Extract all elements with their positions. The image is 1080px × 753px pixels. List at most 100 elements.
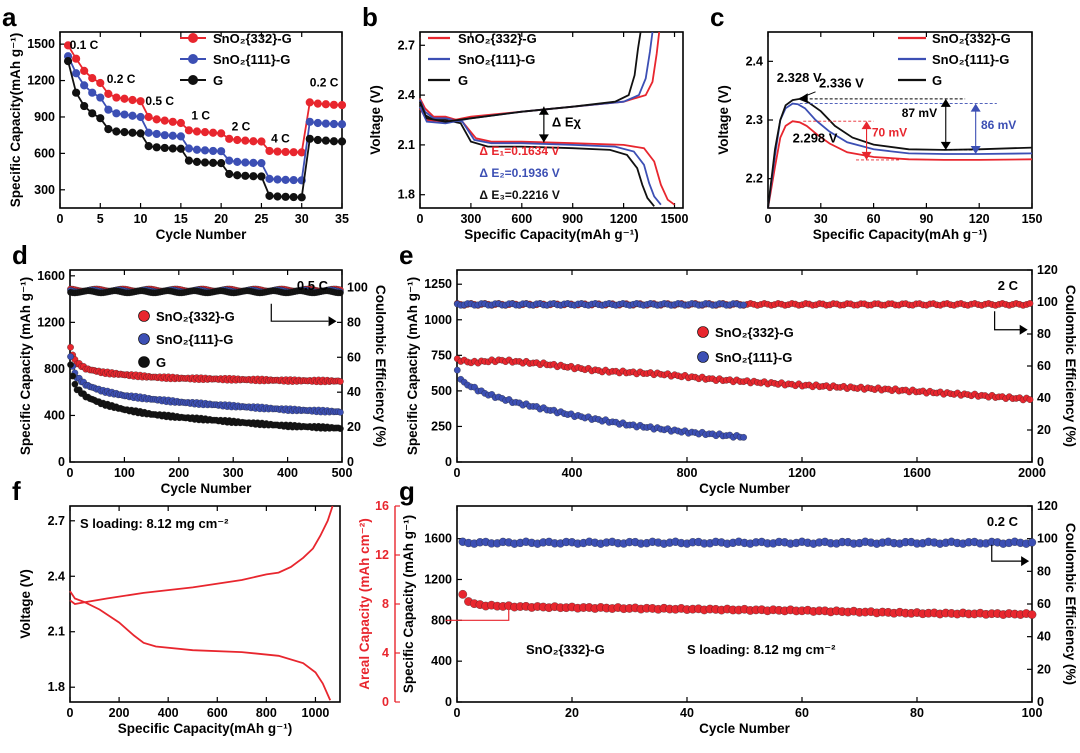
data-point-black: [88, 109, 97, 118]
x-tick-label: 0: [67, 466, 74, 480]
data-point-blue: [265, 174, 274, 183]
x-axis-title: Cycle Number: [156, 227, 248, 242]
arrow-head: [861, 121, 872, 130]
capacity-point-black: [337, 425, 344, 432]
y-tick-label: 400: [44, 408, 65, 422]
x-tick-label: 60: [867, 212, 881, 226]
data-point-black: [257, 172, 266, 181]
areal-tick-label: 16: [375, 499, 389, 513]
y-axis-title: Voltage (V): [18, 569, 33, 639]
x-tick-label: 1200: [788, 466, 816, 480]
delta-e-value: Δ E₃=0.2216 V: [479, 188, 560, 202]
areal-tick-label: 0: [382, 695, 389, 709]
y-tick-label: 1500: [27, 37, 55, 51]
plot-frame: [69, 505, 341, 703]
y2-tick-label: 100: [1037, 532, 1058, 546]
x-axis-title: Cycle Number: [699, 721, 791, 736]
x-tick-label: 90: [919, 212, 933, 226]
data-point-blue: [144, 128, 153, 137]
x-tick-label: 1600: [903, 466, 931, 480]
y2-tick-label: 40: [347, 385, 361, 399]
data-point-blue: [225, 156, 234, 165]
data-point-black: [208, 158, 218, 167]
x-tick-label: 500: [332, 466, 353, 480]
panel-letter: b: [362, 2, 378, 32]
legend-label: SnO₂{332}-G: [932, 31, 1011, 46]
data-point-blue: [217, 147, 226, 156]
data-point-blue: [200, 146, 210, 155]
data-point-blue: [313, 118, 322, 128]
areal-tick-label: 12: [375, 548, 389, 562]
efficiency-axis-arrow: [994, 311, 1022, 331]
legend-entry-marker: [697, 326, 709, 338]
data-point-blue: [208, 146, 218, 156]
y-tick-label: 0: [445, 455, 452, 469]
capacity-point-black: [71, 380, 79, 388]
panel-c: 0 30 60 90 120 150 2.2 2.3 2.4 Specific Capacity(…: [710, 2, 1042, 242]
x-tick-label: 200: [168, 466, 189, 480]
data-point-red: [128, 95, 137, 105]
legend-entry-marker: [188, 33, 198, 43]
data-point-black: [63, 57, 73, 66]
x-tick-label: 2000: [1018, 466, 1046, 480]
data-point-red: [305, 98, 314, 107]
rate-label: 1 C: [191, 108, 210, 122]
y-axis-title: Voltage (V): [368, 85, 383, 155]
mv86-label: 86 mV: [981, 118, 1016, 132]
x-tick-label: 80: [910, 706, 924, 720]
data-point-black: [233, 171, 242, 180]
x-tick-label: 300: [460, 212, 481, 226]
x-tick-label: 100: [114, 466, 135, 480]
rate-label: 2 C: [998, 278, 1019, 293]
data-point-red: [257, 137, 266, 146]
discharge-curve-red: [419, 97, 676, 206]
x-tick-label: 400: [277, 466, 298, 480]
x-tick-label: 20: [214, 212, 228, 226]
x-tick-label: 400: [158, 706, 179, 720]
y-tick-label: 1.8: [398, 188, 415, 202]
rate-label: 0.2 C: [310, 76, 339, 90]
data-point-black: [305, 134, 314, 143]
y2-tick-label: 60: [347, 350, 361, 364]
capacity-point-red: [67, 343, 74, 351]
x-axis-title: Specific Capacity(mAh g⁻¹): [464, 227, 638, 242]
legend-label: G: [458, 73, 468, 88]
x-tick-label: 600: [511, 212, 532, 226]
y2-tick-label: 20: [1037, 423, 1051, 437]
y-tick-label: 0: [58, 455, 65, 469]
legend-label: SnO₂{332}-G: [458, 31, 537, 46]
data-point-black: [200, 158, 210, 167]
blue-peak-label: 2.328 V: [777, 70, 822, 85]
data-point-red: [88, 74, 97, 83]
y2-tick-label: 40: [1037, 391, 1051, 405]
data-point-black: [96, 114, 105, 123]
y-tick-label: 600: [34, 146, 55, 160]
y-tick-label: 1200: [27, 74, 55, 88]
legend-entry-marker: [188, 54, 198, 64]
data-point-blue: [281, 175, 290, 184]
data-point-blue: [128, 111, 137, 120]
y-tick-label: 900: [34, 110, 55, 124]
y2-axis-title: Coulombic Efficiency (%): [1063, 523, 1078, 685]
data-point-black: [281, 192, 290, 201]
x-tick-label: 20: [565, 706, 579, 720]
data-point-black: [297, 193, 306, 202]
y-axis-title: Specific Capacity (mAh g⁻¹): [18, 277, 33, 455]
capacity-point-blue: [453, 366, 461, 374]
y-tick-label: 2.2: [746, 172, 763, 186]
panel-letter: e: [399, 240, 413, 270]
data-point-red: [329, 100, 339, 109]
x-tick-label: 400: [562, 466, 583, 480]
data-point-red: [233, 135, 242, 145]
y-tick-label: 1.8: [48, 680, 65, 694]
x-tick-label: 35: [335, 212, 349, 226]
data-point-black: [112, 127, 121, 136]
data-point-blue: [176, 132, 185, 141]
y-tick-label: 300: [34, 183, 55, 197]
data-point-black: [184, 156, 194, 165]
y-tick-label: 2.4: [48, 569, 65, 583]
legend-entry-label: SnO₂{332}-G: [213, 31, 292, 46]
data-point-black: [249, 172, 258, 181]
y2-axis-title: Coulombic Efficiency (%): [1063, 285, 1078, 447]
